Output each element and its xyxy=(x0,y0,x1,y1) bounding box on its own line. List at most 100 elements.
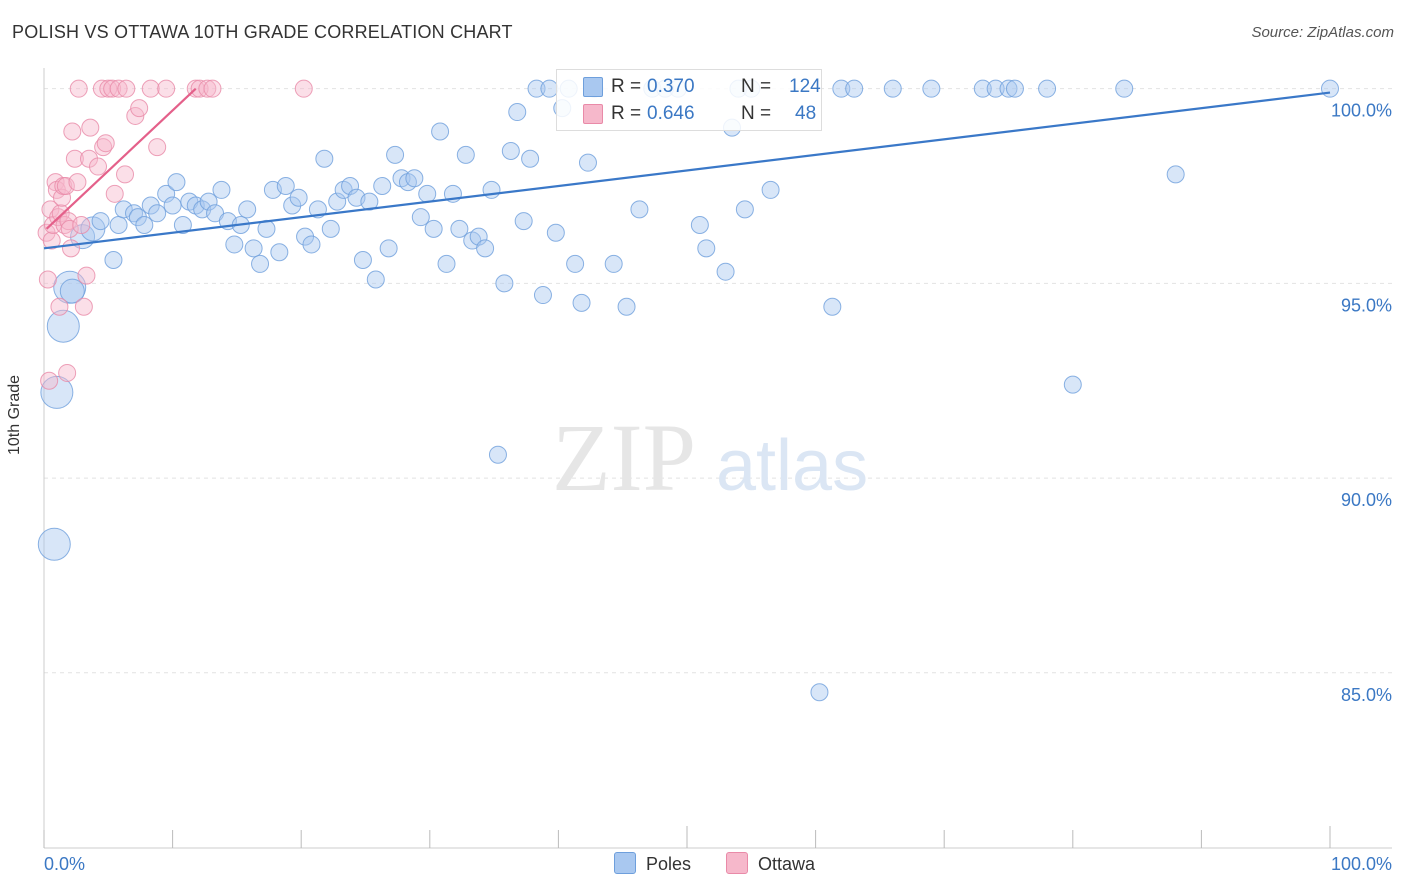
poles-point xyxy=(450,219,469,238)
ottawa-point xyxy=(190,79,209,98)
poles-point xyxy=(37,527,71,561)
points-layer xyxy=(37,79,1339,702)
poles-point xyxy=(437,254,456,273)
poles-r-label: R = xyxy=(611,76,642,97)
ottawa-point xyxy=(81,118,100,137)
ottawa-point xyxy=(68,173,87,192)
poles-point xyxy=(810,683,829,702)
poles-point xyxy=(353,251,372,270)
poles-point xyxy=(379,239,398,258)
poles-point xyxy=(1063,375,1082,394)
legend-poles-label: Poles xyxy=(646,854,692,874)
poles-point xyxy=(163,196,182,215)
poles-point xyxy=(148,204,167,223)
correlation-stats-box: R = 0.370 N = 124 R = 0.646 N = 48 xyxy=(556,69,822,131)
ottawa-point xyxy=(41,200,60,219)
ottawa-r-label: R = xyxy=(611,103,642,124)
ottawa-n-value: 48 xyxy=(795,103,817,124)
poles-point xyxy=(238,200,257,219)
poles-point xyxy=(566,254,585,273)
ottawa-point xyxy=(157,79,176,98)
ottawa-point xyxy=(60,219,79,238)
watermark-zip: ZIP xyxy=(552,404,696,511)
x-tick-label: 100.0% xyxy=(1331,854,1392,874)
ottawa-point xyxy=(117,79,136,98)
legend-ottawa-swatch xyxy=(726,852,748,874)
poles-point xyxy=(521,149,540,168)
ottawa-point xyxy=(109,79,128,98)
poles-point xyxy=(114,200,133,219)
legend-poles-swatch xyxy=(614,852,636,874)
ottawa-point xyxy=(80,149,99,168)
x-tick-label: 0.0% xyxy=(44,854,85,874)
ottawa-point xyxy=(58,363,77,382)
poles-point xyxy=(276,177,295,196)
poles-point xyxy=(1321,79,1339,98)
poles-point xyxy=(212,180,231,199)
poles-point xyxy=(1038,79,1057,98)
ottawa-point xyxy=(69,79,88,98)
ottawa-point xyxy=(65,149,84,168)
watermark-atlas: atlas xyxy=(716,426,868,506)
tick-labels: 85.0% 90.0% 95.0% 100.0% 0.0% 100.0% xyxy=(44,101,1392,874)
y-tick-label: 95.0% xyxy=(1341,295,1392,315)
poles-point xyxy=(167,173,186,192)
ottawa-point xyxy=(116,165,135,184)
ottawa-point xyxy=(42,231,61,250)
ottawa-swatch xyxy=(583,104,603,124)
ottawa-point xyxy=(38,270,57,289)
poles-point xyxy=(883,79,902,98)
poles-point xyxy=(690,215,709,234)
poles-point xyxy=(735,200,754,219)
ottawa-point xyxy=(72,215,91,234)
ottawa-point xyxy=(53,188,72,207)
ottawa-point xyxy=(51,204,70,223)
ottawa-point xyxy=(89,157,108,176)
poles-point xyxy=(157,184,176,203)
poles-point xyxy=(1005,79,1024,98)
poles-point xyxy=(527,79,546,98)
ottawa-point xyxy=(103,79,122,98)
poles-point xyxy=(1166,165,1185,184)
poles-point xyxy=(104,251,123,270)
poles-point xyxy=(999,79,1018,98)
grid-layer xyxy=(44,88,1392,674)
ottawa-point xyxy=(96,134,115,153)
poles-point xyxy=(845,79,864,98)
poles-point xyxy=(109,215,128,234)
poles-point xyxy=(386,145,405,164)
poles-point xyxy=(135,215,154,234)
poles-point xyxy=(91,212,110,231)
ottawa-point xyxy=(63,122,82,141)
poles-point xyxy=(604,254,623,273)
poles-trend-line xyxy=(43,91,1331,250)
ottawa-point xyxy=(40,371,59,390)
poles-point xyxy=(986,79,1005,98)
ottawa-point xyxy=(74,297,93,316)
ottawa-point xyxy=(148,138,167,157)
poles-point xyxy=(405,169,424,188)
poles-point xyxy=(244,239,263,258)
poles-point xyxy=(302,235,321,254)
ottawa-point xyxy=(50,297,69,316)
y-tick-label: 90.0% xyxy=(1341,490,1392,510)
poles-point xyxy=(761,180,780,199)
poles-point xyxy=(973,79,992,98)
poles-point xyxy=(456,145,475,164)
poles-point xyxy=(716,262,735,281)
source-label: Source: ZipAtlas.com xyxy=(1251,24,1394,41)
ottawa-point xyxy=(62,239,81,258)
poles-point xyxy=(488,445,507,464)
poles-point xyxy=(617,297,636,316)
poles-point xyxy=(546,223,565,242)
poles-point xyxy=(199,192,218,211)
legend-item-poles[interactable]: Poles xyxy=(614,852,691,875)
poles-point xyxy=(495,274,514,293)
poles-point xyxy=(476,239,495,258)
ottawa-point xyxy=(77,266,96,285)
poles-n-label: N = xyxy=(741,76,772,97)
legend-item-ottawa[interactable]: Ottawa xyxy=(726,852,815,875)
poles-point xyxy=(46,309,80,343)
poles-point xyxy=(424,219,443,238)
